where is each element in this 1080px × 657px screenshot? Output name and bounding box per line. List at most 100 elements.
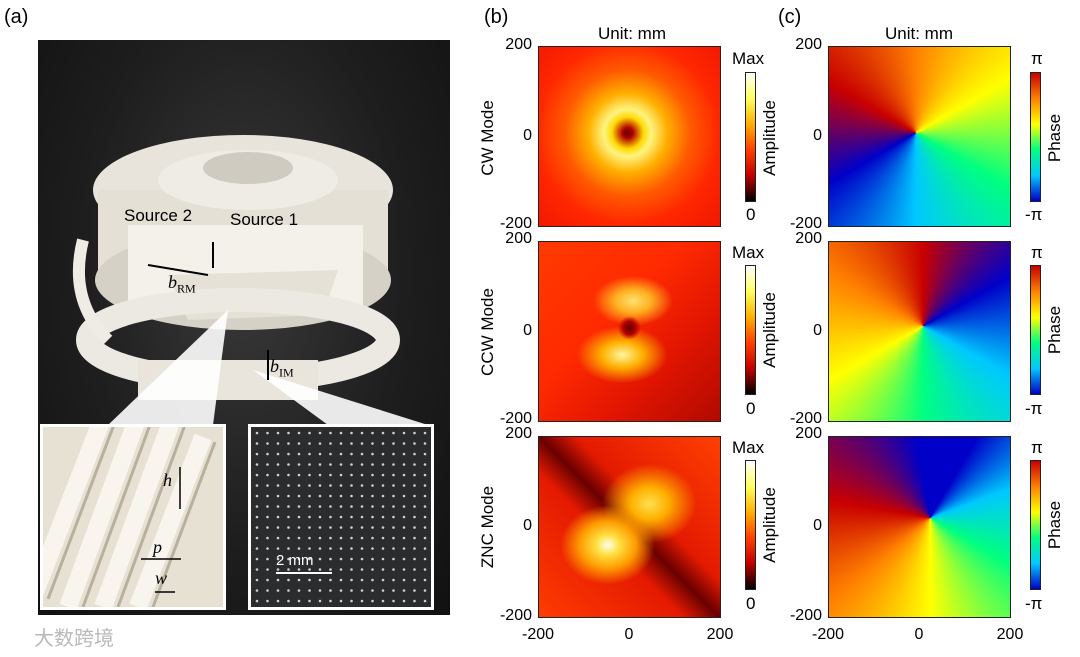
pillar-dot xyxy=(360,463,364,466)
pillar-dot xyxy=(392,578,395,582)
pillar-dot xyxy=(392,484,395,487)
pillar-dot xyxy=(329,536,332,540)
pillar-dot xyxy=(350,568,353,571)
phase-pi-cw: π xyxy=(1031,49,1043,68)
pillar-dot xyxy=(381,463,385,466)
ytick-c1-bot: -200 xyxy=(789,215,822,232)
pillar-dot xyxy=(413,599,416,603)
pillar-dot xyxy=(266,526,269,529)
pillar-dot xyxy=(255,547,259,550)
xtick-c-right: 200 xyxy=(996,626,1024,643)
pillar-dot xyxy=(413,484,416,487)
pillar-dot xyxy=(287,494,290,498)
pillar-dot xyxy=(339,463,343,466)
pillar-dot xyxy=(287,452,290,456)
pillar-dot xyxy=(402,494,406,498)
pillar-dot xyxy=(350,599,353,603)
pillar-dot xyxy=(297,473,301,477)
pillar-dot xyxy=(276,463,280,466)
pillar-dot xyxy=(255,484,259,487)
pillar-dot xyxy=(308,557,311,561)
pillar-dot xyxy=(381,589,385,592)
pillar-dot xyxy=(392,473,395,477)
device-illustration xyxy=(72,135,428,425)
pillar-dot xyxy=(413,431,416,435)
pillar-dot xyxy=(297,463,301,466)
pillar-dot xyxy=(350,578,353,582)
pillar-dot xyxy=(350,536,353,540)
pillar-dot xyxy=(308,442,311,445)
pillar-dot xyxy=(360,557,364,561)
pillar-dot xyxy=(318,431,322,435)
pillar-dot xyxy=(329,515,332,519)
pillar-dot xyxy=(402,526,406,529)
xtick-b-mid: 0 xyxy=(624,626,634,643)
pillar-dot xyxy=(392,452,395,456)
pillar-dot xyxy=(318,578,322,582)
pillar-dot xyxy=(266,589,269,592)
pillar-dot xyxy=(371,494,374,498)
pillar-dot xyxy=(392,494,395,498)
pillar-dot xyxy=(350,589,353,592)
pillar-dot xyxy=(329,473,332,477)
phase-map-cw xyxy=(828,46,1011,227)
pillar-dot xyxy=(339,599,343,603)
phase-map-znc xyxy=(828,436,1011,618)
pillar-dot xyxy=(402,484,406,487)
ytick-b2-bot: -200 xyxy=(499,410,532,427)
pillar-dot xyxy=(350,473,353,477)
phase-pi-ccw: π xyxy=(1031,243,1043,262)
pillar-dot xyxy=(413,515,416,519)
ytick-c3-mid: 0 xyxy=(813,517,822,534)
pillar-dot xyxy=(255,515,259,519)
pillar-dot xyxy=(339,536,343,540)
pillar-dot xyxy=(423,526,427,529)
pillar-dot xyxy=(392,442,395,445)
pillar-dot xyxy=(255,452,259,456)
pillar-dot xyxy=(276,505,280,508)
pillar-dot xyxy=(339,547,343,550)
amp-zero-znc: 0 xyxy=(746,594,756,613)
pillar-dot xyxy=(381,526,385,529)
pillar-dot xyxy=(360,578,364,582)
source-1-label: Source 1 xyxy=(230,210,299,229)
pillar-dot xyxy=(381,599,385,603)
pillar-dot xyxy=(266,547,269,550)
pillar-dot xyxy=(318,494,322,498)
panel-label-c: (c) xyxy=(778,6,802,28)
pillar-dot xyxy=(297,547,301,550)
pillar-dot xyxy=(423,463,427,466)
phase-title-cw: Phase xyxy=(1045,113,1064,163)
pillar-dot xyxy=(402,452,406,456)
pillar-dot xyxy=(413,452,416,456)
pillar-dot xyxy=(287,547,290,550)
pillar-dot xyxy=(308,578,311,582)
ytick-c2-top: 200 xyxy=(795,230,822,247)
amplitude-map-znc xyxy=(538,436,721,618)
pillar-dot xyxy=(266,484,269,487)
pillar-dot xyxy=(255,494,259,498)
pillar-dot xyxy=(371,557,374,561)
pillar-dot xyxy=(371,526,374,529)
pillar-dot xyxy=(392,515,395,519)
pillar-dot xyxy=(287,473,290,477)
pillar-dot xyxy=(329,463,332,466)
pillar-dot xyxy=(381,505,385,508)
pillar-dot xyxy=(423,473,427,477)
pillar-dot xyxy=(318,547,322,550)
pillar-dot xyxy=(255,505,259,508)
pillar-dot xyxy=(297,431,301,435)
pillar-dot xyxy=(308,505,311,508)
pillar-dot xyxy=(381,547,385,550)
pillar-dot xyxy=(371,515,374,519)
pillar-dot xyxy=(423,568,427,571)
pillar-dot xyxy=(297,536,301,540)
pillar-dot xyxy=(276,452,280,456)
pillar-dot xyxy=(339,515,343,519)
amplitude-map-cw xyxy=(538,46,721,227)
pillar-dot xyxy=(287,442,290,445)
pillar-dot xyxy=(339,484,343,487)
pillar-dot xyxy=(392,463,395,466)
device-photo xyxy=(38,40,450,615)
pillar-dot xyxy=(381,536,385,540)
